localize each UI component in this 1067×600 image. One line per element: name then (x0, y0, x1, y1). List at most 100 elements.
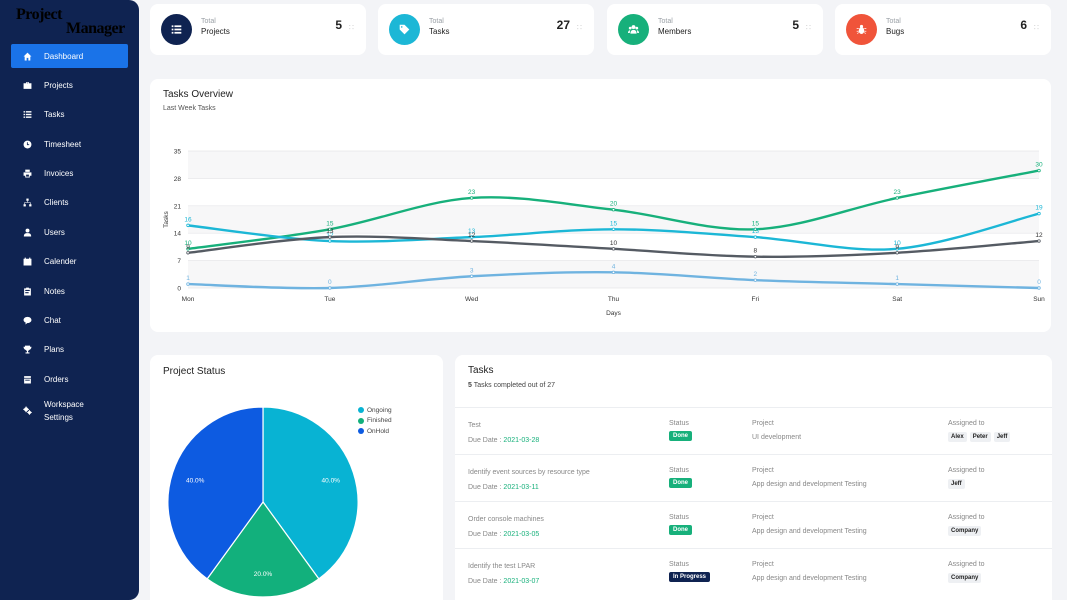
assignee-chip[interactable]: Company (948, 526, 982, 536)
task-row[interactable]: Identify the test LPAR Due Date : 2021-03… (455, 548, 1052, 595)
sidebar-item-clients[interactable]: Clients (11, 191, 128, 215)
tasks-title: Tasks (468, 365, 494, 376)
sidebar-item-chat[interactable]: Chat (11, 309, 128, 333)
stat-label-top: Total (658, 18, 673, 25)
data-point[interactable] (895, 282, 899, 286)
assignee-chip[interactable]: Company (948, 573, 982, 583)
assigned-label: Assigned to (948, 420, 985, 427)
data-point[interactable] (1037, 211, 1041, 216)
data-point[interactable] (1037, 239, 1041, 243)
sidebar-item-workspace-settings[interactable]: Workspace Settings (11, 397, 128, 425)
task-row[interactable]: Test Due Date : 2021-03-28 Status Done Proje… (455, 407, 1052, 454)
task-name[interactable]: Order console machines (468, 516, 544, 523)
data-point[interactable] (328, 235, 332, 239)
stat-card-projects[interactable]: Total Projects 5 ∷ (150, 4, 366, 55)
stat-value: 6 (1020, 18, 1027, 32)
data-point[interactable] (753, 278, 758, 282)
legend-item-finished[interactable]: Finished (358, 416, 392, 427)
grid-band (188, 151, 1039, 179)
assignee-chip[interactable]: Jeff (993, 432, 1011, 442)
sidebar-item-label: Orders (44, 374, 69, 384)
drag-handle-icon[interactable]: ∷ (576, 23, 582, 32)
sidebar-item-users[interactable]: Users (11, 220, 128, 244)
pie-slice[interactable] (206, 500, 320, 598)
task-name[interactable]: Identify the test LPAR (468, 563, 536, 570)
project-status-pie: 40.0% 20.0% 40.0% (167, 406, 359, 598)
sidebar-item-label: Notes (44, 286, 65, 296)
sidebar-item-projects[interactable]: Projects (11, 73, 128, 97)
sidebar-item-dashboard[interactable]: Dashboard (11, 44, 128, 68)
sidebar-item-plans[interactable]: Plans (11, 338, 128, 362)
legend-label: Ongoing (367, 406, 392, 414)
stat-label: Tasks (429, 27, 450, 36)
assignee-chip[interactable]: Jeff (948, 479, 965, 489)
sidebar-item-calender[interactable]: Calender (11, 250, 128, 274)
data-point[interactable] (328, 286, 332, 290)
status-label: Status (669, 467, 689, 474)
data-point[interactable] (611, 227, 616, 231)
project-label: Project (752, 514, 774, 521)
data-label: 1 (186, 275, 190, 282)
sidebar-item-invoices[interactable]: Invoices (11, 162, 128, 186)
x-tick-label: Thu (608, 296, 620, 303)
stat-card-members[interactable]: Total Members 5 ∷ (607, 4, 823, 55)
pie-slice[interactable] (262, 406, 359, 580)
status-badge: Done (669, 478, 692, 488)
data-point[interactable] (895, 251, 899, 255)
data-label: 15 (610, 220, 618, 227)
data-point[interactable] (753, 235, 758, 239)
data-point[interactable] (753, 227, 758, 231)
data-point[interactable] (469, 239, 474, 243)
pie-slice[interactable] (167, 406, 264, 580)
sidebar-item-tasks[interactable]: Tasks (11, 103, 128, 127)
data-point[interactable] (186, 282, 190, 286)
data-point[interactable] (186, 251, 190, 255)
list-icon (22, 110, 33, 119)
data-point[interactable] (328, 227, 332, 231)
task-name[interactable]: Identify event sources by resource type (468, 469, 590, 476)
data-point[interactable] (895, 196, 899, 200)
legend-item-ongoing[interactable]: Ongoing (358, 405, 392, 416)
project-name: App design and development Testing (752, 528, 867, 535)
data-point[interactable] (1037, 168, 1041, 173)
task-row[interactable]: Identify event sources by resource type D… (455, 454, 1052, 501)
assignee-chip[interactable]: Peter (969, 432, 991, 442)
stat-card-tasks[interactable]: Total Tasks 27 ∷ (378, 4, 594, 55)
drag-handle-icon[interactable]: ∷ (348, 23, 354, 32)
data-point[interactable] (469, 235, 474, 239)
data-label: 13 (752, 228, 760, 235)
data-point[interactable] (186, 223, 190, 228)
project-label: Project (752, 561, 774, 568)
assigned-label: Assigned to (948, 514, 985, 521)
project-label: Project (752, 467, 774, 474)
data-point[interactable] (611, 270, 616, 275)
data-point[interactable] (611, 247, 616, 251)
sidebar-item-label: Clients (44, 198, 69, 208)
status-badge: In Progress (669, 572, 711, 582)
data-point[interactable] (611, 208, 616, 212)
sidebar-item-timesheet[interactable]: Timesheet (11, 132, 128, 156)
task-row[interactable]: Order console machines Due Date : 2021-03… (455, 501, 1052, 548)
stat-card-bugs[interactable]: Total Bugs 6 ∷ (835, 4, 1051, 55)
legend-item-onhold[interactable]: OnHold (358, 426, 392, 437)
data-label: 8 (754, 248, 758, 255)
sidebar-item-notes[interactable]: Notes (11, 279, 128, 303)
data-point[interactable] (469, 196, 474, 200)
x-tick-label: Mon (182, 296, 195, 303)
drag-handle-icon[interactable]: ∷ (1033, 23, 1039, 32)
drag-handle-icon[interactable]: ∷ (805, 23, 811, 32)
data-label: 0 (328, 279, 332, 286)
assignee-chip[interactable]: Alex (948, 432, 967, 442)
data-point[interactable] (469, 274, 474, 278)
data-point[interactable] (895, 247, 899, 251)
data-label: 10 (894, 240, 902, 247)
data-point[interactable] (186, 247, 190, 251)
sidebar-item-orders[interactable]: Orders (11, 367, 128, 391)
data-point[interactable] (328, 239, 332, 243)
data-point[interactable] (1037, 286, 1041, 290)
data-point[interactable] (753, 254, 758, 259)
task-name[interactable]: Test (468, 422, 481, 429)
status-label: Status (669, 514, 689, 521)
app-logo[interactable]: Project Manager (16, 6, 128, 38)
data-label: 12 (1035, 232, 1043, 239)
